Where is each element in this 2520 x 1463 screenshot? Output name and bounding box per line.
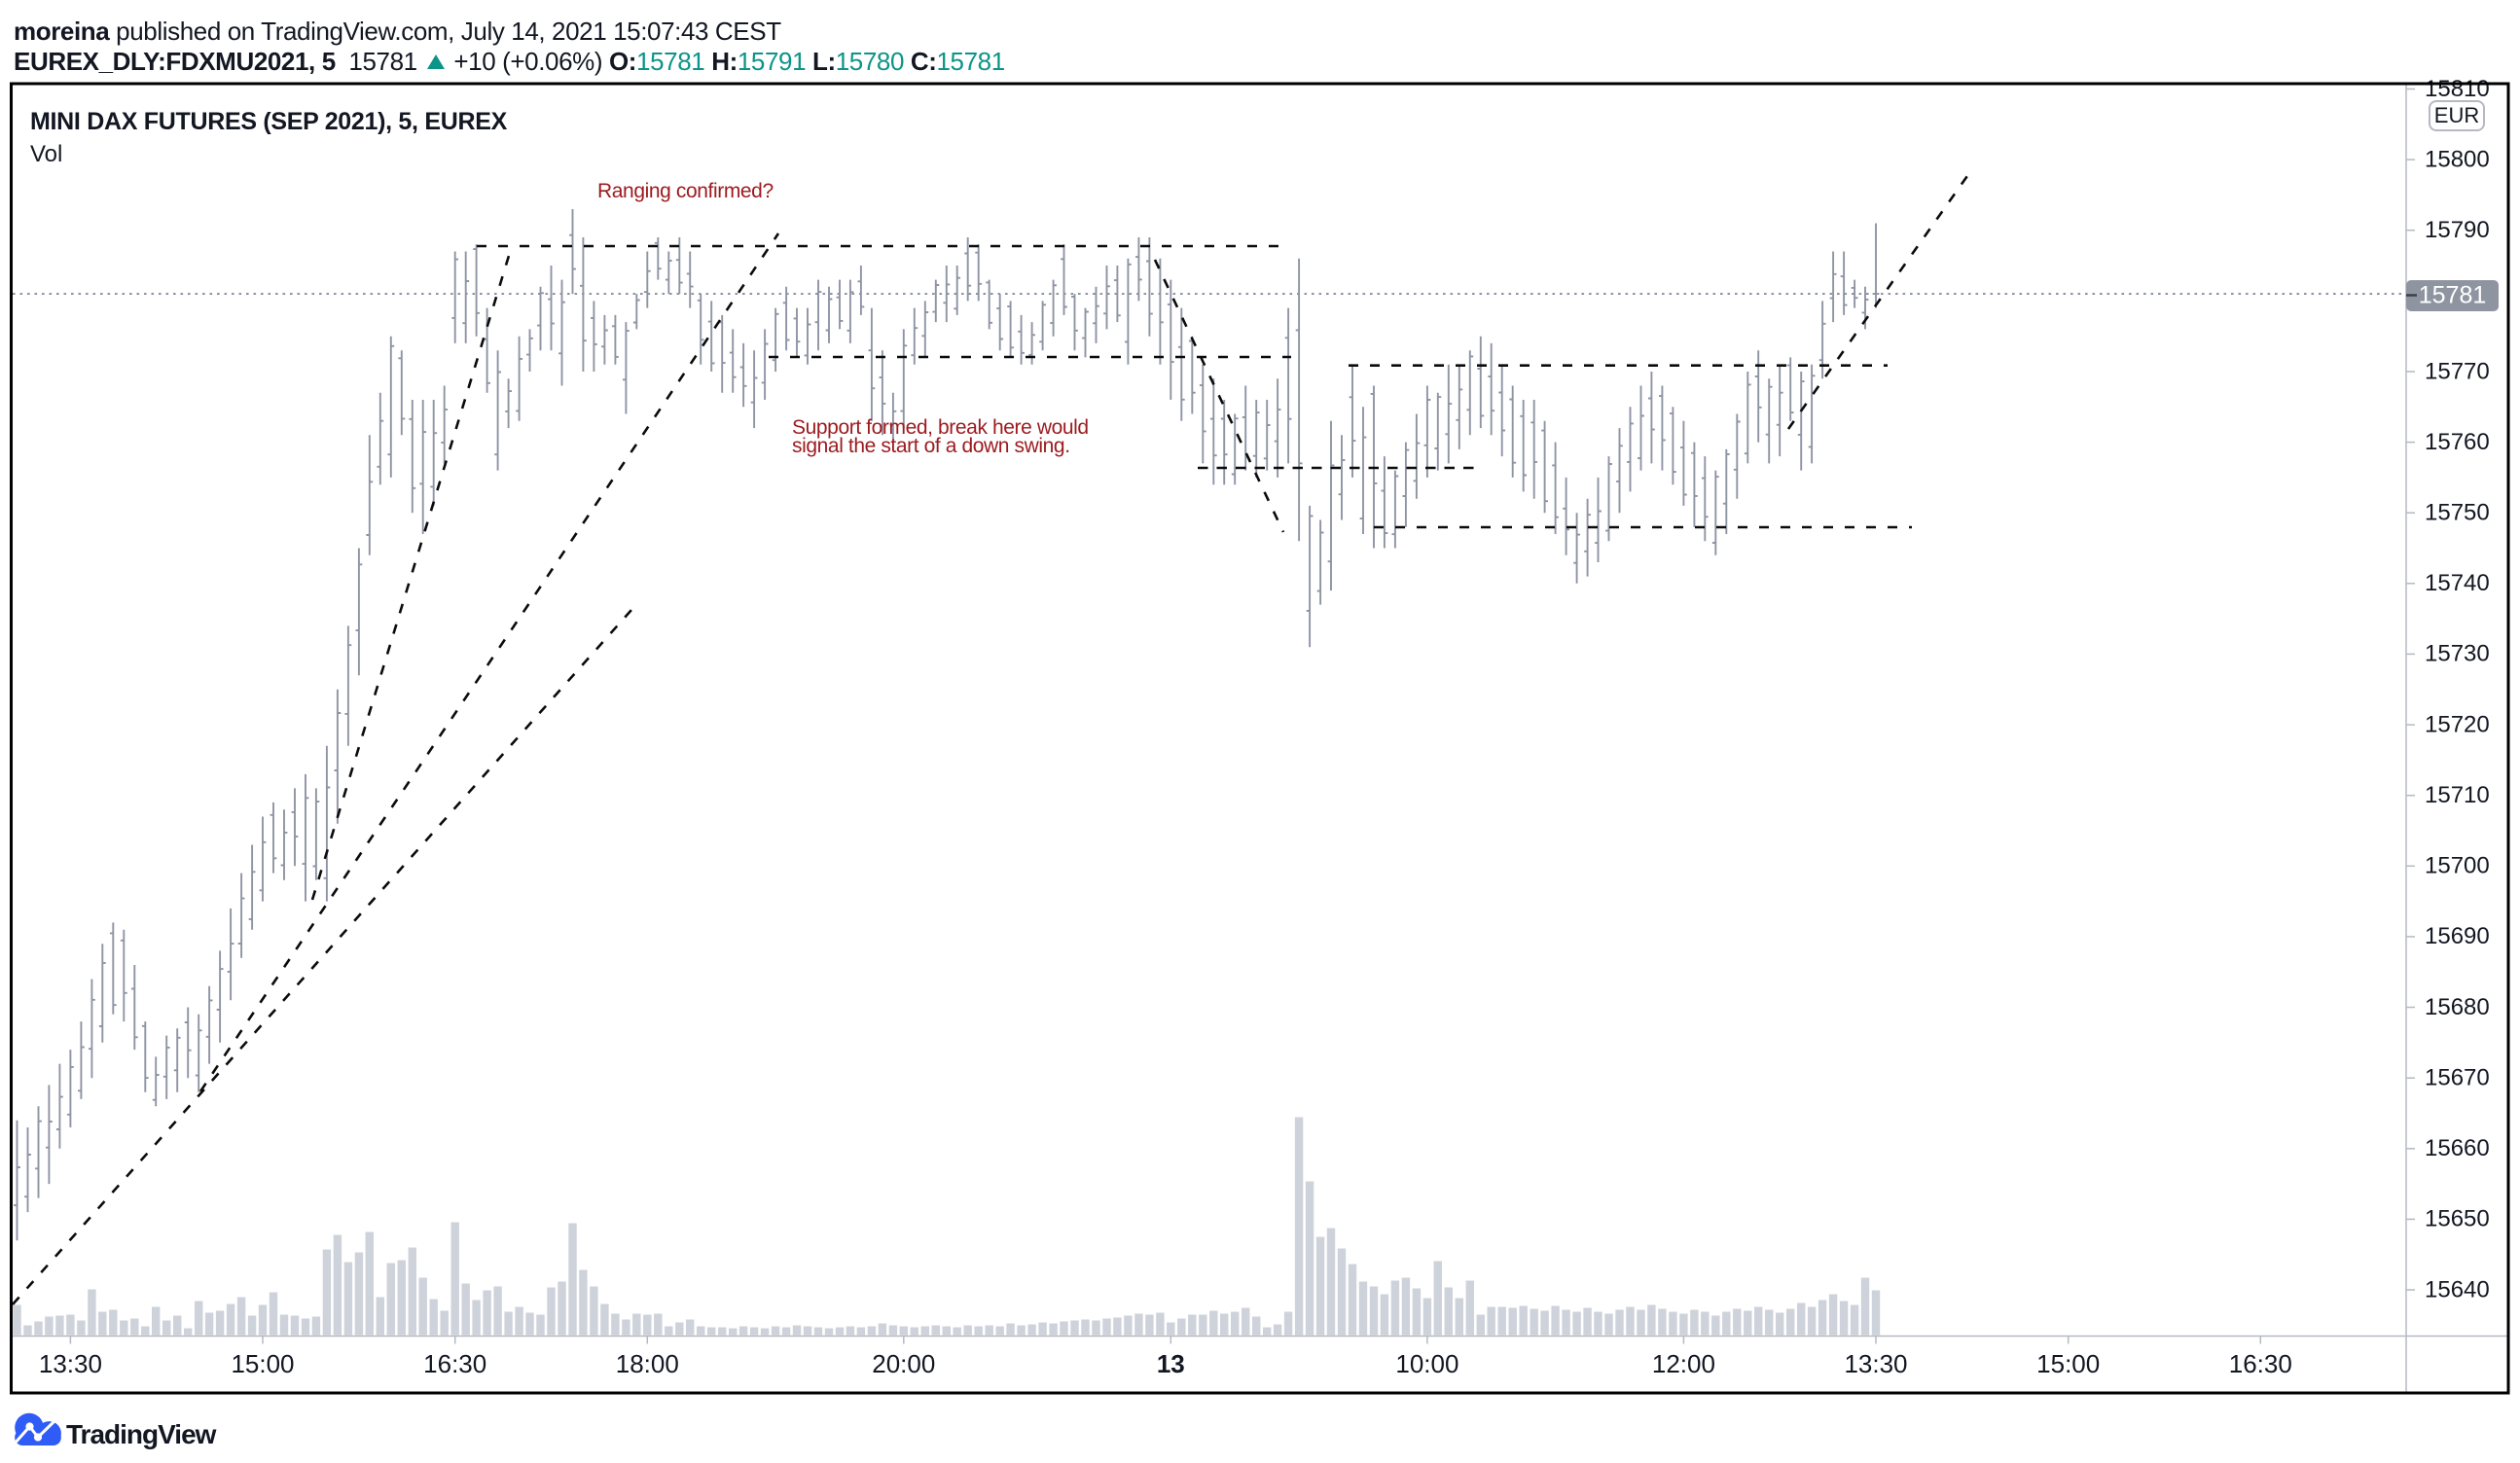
svg-text:15790: 15790 xyxy=(2425,217,2490,243)
svg-text:15760: 15760 xyxy=(2425,429,2490,455)
svg-text:16:30: 16:30 xyxy=(423,1349,486,1378)
svg-text:16:30: 16:30 xyxy=(2229,1349,2292,1378)
svg-text:15750: 15750 xyxy=(2425,500,2490,526)
svg-text:15680: 15680 xyxy=(2425,994,2490,1020)
svg-text:15720: 15720 xyxy=(2425,711,2490,737)
svg-text:15710: 15710 xyxy=(2425,782,2490,808)
svg-text:Vol: Vol xyxy=(30,141,62,167)
svg-text:15730: 15730 xyxy=(2425,641,2490,667)
svg-text:15660: 15660 xyxy=(2425,1135,2490,1161)
svg-text:15800: 15800 xyxy=(2425,146,2490,172)
svg-text:Support formed, break here wou: Support formed, break here would xyxy=(792,416,1089,439)
svg-text:15740: 15740 xyxy=(2425,570,2490,596)
svg-text:13:30: 13:30 xyxy=(1844,1349,1907,1378)
svg-text:signal the start of a down swi: signal the start of a down swing. xyxy=(792,435,1070,457)
svg-text:13:30: 13:30 xyxy=(39,1349,102,1378)
svg-text:15670: 15670 xyxy=(2425,1065,2490,1091)
svg-text:12:00: 12:00 xyxy=(1652,1349,1715,1378)
svg-text:18:00: 18:00 xyxy=(616,1349,679,1378)
svg-text:13: 13 xyxy=(1157,1349,1185,1378)
svg-text:15690: 15690 xyxy=(2425,923,2490,949)
svg-text:MINI DAX FUTURES (SEP 2021), 5: MINI DAX FUTURES (SEP 2021), 5, EUREX xyxy=(30,108,508,135)
svg-text:15770: 15770 xyxy=(2425,358,2490,384)
svg-text:15781: 15781 xyxy=(2419,282,2487,309)
svg-text:15640: 15640 xyxy=(2425,1276,2490,1302)
svg-text:15700: 15700 xyxy=(2425,853,2490,879)
svg-text:20:00: 20:00 xyxy=(872,1349,935,1378)
svg-text:15810: 15810 xyxy=(2425,76,2490,102)
svg-text:10:00: 10:00 xyxy=(1395,1349,1458,1378)
svg-text:TradingView: TradingView xyxy=(66,1419,217,1449)
svg-text:Ranging confirmed?: Ranging confirmed? xyxy=(597,180,774,202)
svg-text:EUR: EUR xyxy=(2434,103,2479,127)
svg-text:15:00: 15:00 xyxy=(231,1349,294,1378)
svg-text:15:00: 15:00 xyxy=(2036,1349,2100,1378)
svg-text:15650: 15650 xyxy=(2425,1206,2490,1232)
